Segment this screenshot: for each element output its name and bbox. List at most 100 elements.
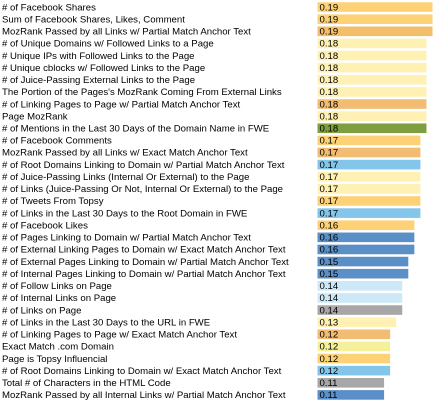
category-label: # of Tweets From Topsy xyxy=(2,196,104,207)
category-label: # of Unique Domains w/ Followed Links to… xyxy=(2,39,214,50)
category-label: # of Follow Links on Page xyxy=(2,281,112,292)
category-label: # of Pages Linking to Domain w/ Partial … xyxy=(2,233,251,244)
value-label: 0.17 xyxy=(320,196,339,207)
category-label: # of Internal Pages Linking to Domain w/… xyxy=(2,269,286,280)
value-label: 0.16 xyxy=(320,220,339,231)
bar xyxy=(317,26,433,37)
category-label: # of Facebook Comments xyxy=(2,136,112,147)
category-label: # of Links on Page xyxy=(2,305,81,316)
value-label: 0.11 xyxy=(320,378,338,389)
category-label: # of Root Domains Linking to Domain w/ P… xyxy=(2,160,285,171)
value-label: 0.15 xyxy=(320,257,339,268)
value-label: 0.19 xyxy=(320,2,339,13)
value-label: 0.17 xyxy=(320,184,339,195)
value-label: 0.18 xyxy=(320,87,339,98)
value-label: 0.17 xyxy=(320,172,339,183)
value-label: 0.15 xyxy=(320,269,339,280)
bar xyxy=(317,293,403,303)
value-label: 0.16 xyxy=(320,245,339,256)
value-label: 0.16 xyxy=(320,233,339,244)
value-label: 0.17 xyxy=(320,160,339,171)
category-label: # of Facebook Shares xyxy=(2,2,96,13)
value-label: 0.18 xyxy=(320,124,339,135)
category-label: Page is Topsy Influencial xyxy=(2,354,107,365)
value-label: 0.18 xyxy=(320,99,339,110)
bar xyxy=(317,208,421,218)
category-label: Sum of Facebook Shares, Likes, Comment xyxy=(2,14,185,25)
bar xyxy=(317,317,397,327)
bar xyxy=(317,38,427,49)
bar xyxy=(317,87,427,97)
category-label: # of Internal Links on Page xyxy=(2,293,116,304)
category-label: # Unique cblocks w/ Followed Links to th… xyxy=(2,63,205,74)
value-label: 0.14 xyxy=(320,305,339,316)
category-label: The Portion of the Pages's MozRank Comin… xyxy=(2,87,282,98)
bar xyxy=(317,62,427,73)
bar xyxy=(317,135,421,146)
bar xyxy=(317,244,415,255)
bar xyxy=(317,390,385,400)
bar xyxy=(317,341,391,352)
value-label: 0.19 xyxy=(320,27,339,38)
value-label: 0.18 xyxy=(320,63,339,74)
category-label: MozRank Passed by all Links w/ Exact Mat… xyxy=(2,148,248,159)
category-label: # Unique IPs with Followed Links to the … xyxy=(2,51,195,62)
bar xyxy=(317,2,433,12)
category-label: # of Links (Juice-Passing Or Not, Intern… xyxy=(2,184,283,195)
bar xyxy=(317,159,421,170)
bar xyxy=(317,147,421,158)
category-label: MozRank Passed by all Internal Links w/ … xyxy=(2,390,286,401)
value-label: 0.12 xyxy=(320,366,339,377)
bar xyxy=(317,74,427,85)
category-label: # of External Pages Linking to Domain w/… xyxy=(2,257,289,268)
bar xyxy=(317,232,415,243)
bar xyxy=(317,365,391,376)
bar xyxy=(317,14,433,24)
value-label: 0.14 xyxy=(320,281,339,292)
bar xyxy=(317,111,427,121)
bar xyxy=(317,256,409,267)
value-label: 0.12 xyxy=(320,342,339,353)
bars xyxy=(317,2,433,400)
bar xyxy=(317,220,415,231)
value-label: 0.12 xyxy=(320,330,339,341)
bar xyxy=(317,99,427,109)
value-label: 0.18 xyxy=(320,39,339,50)
value-label: 0.11 xyxy=(320,390,338,401)
value-label: 0.19 xyxy=(320,14,339,25)
category-label: # of Linking Pages to Page w/ Partial Ma… xyxy=(2,99,241,110)
bar xyxy=(317,184,421,194)
category-label: # of Linking Pages to Page w/ Exact Matc… xyxy=(2,330,237,341)
category-label: # of Juice-Passing Links (Internal Or Ex… xyxy=(2,172,249,183)
category-label: # of Mentions in the Last 30 Days of the… xyxy=(2,124,269,135)
category-label: Total # of Characters in the HTML Code xyxy=(2,378,171,389)
bar xyxy=(317,123,427,134)
category-label: # of Root Domains Linking to Domain w/ E… xyxy=(2,366,282,377)
value-label: 0.13 xyxy=(320,317,339,328)
value-label: 0.18 xyxy=(320,111,339,122)
category-label: # of Facebook Likes xyxy=(2,220,88,231)
bar xyxy=(317,281,403,291)
category-label: # of Juice-Passing External Links to the… xyxy=(2,75,195,86)
value-label: 0.17 xyxy=(320,148,339,159)
bar xyxy=(317,353,391,364)
category-label: Page MozRank xyxy=(2,111,68,122)
bar xyxy=(317,268,409,279)
value-label: 0.18 xyxy=(320,51,339,62)
bar xyxy=(317,305,403,315)
bar xyxy=(317,329,391,340)
category-label: # of Links in the Last 30 Days to the UR… xyxy=(2,317,210,328)
value-label: 0.12 xyxy=(320,354,339,365)
category-label: MozRank Passed by all Links w/ Partial M… xyxy=(2,27,251,38)
bar xyxy=(317,50,427,61)
value-label: 0.17 xyxy=(320,208,339,219)
bar xyxy=(317,196,421,206)
value-label: 0.17 xyxy=(320,136,339,147)
bar xyxy=(317,377,385,388)
value-label: 0.14 xyxy=(320,293,339,304)
bar xyxy=(317,171,421,182)
category-label: # of External Linking Pages to Domain w/… xyxy=(2,245,286,256)
category-label: Exact Match .com Domain xyxy=(2,342,114,353)
